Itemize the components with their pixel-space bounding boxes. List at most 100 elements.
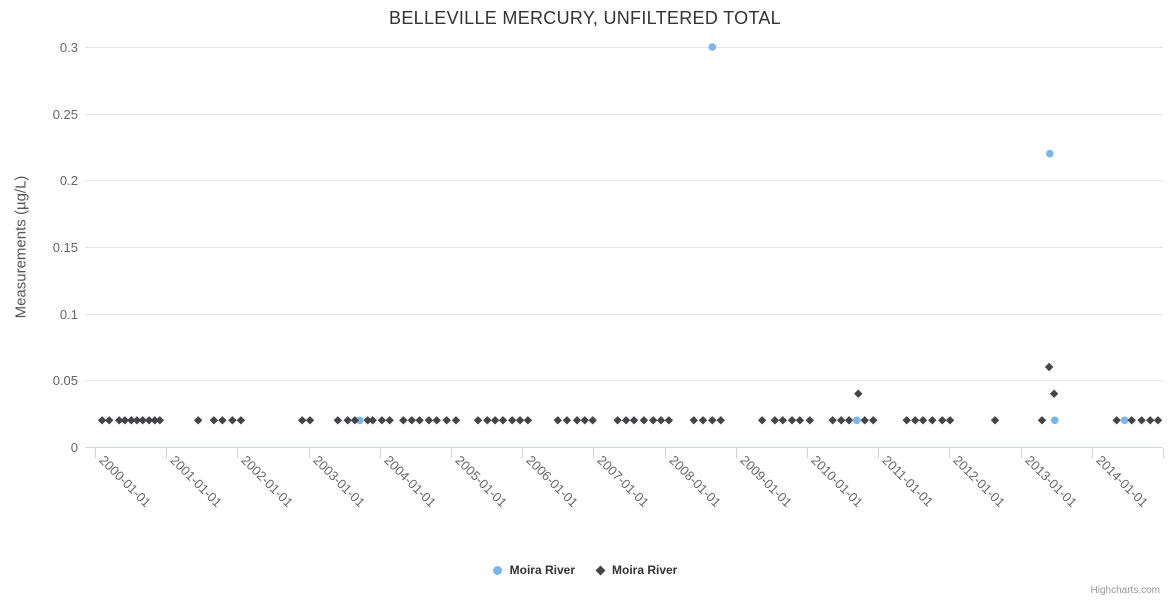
data-point[interactable] [689,416,698,425]
data-point[interactable] [105,416,114,425]
data-point[interactable] [442,416,451,425]
legend-item-moira-river-diamond[interactable]: Moira River [595,563,677,577]
data-point[interactable] [945,416,955,425]
data-point[interactable] [194,416,203,425]
legend-item-moira-river-circle[interactable]: Moira River [492,563,575,577]
data-point[interactable] [138,416,147,425]
data-point[interactable] [415,416,424,425]
data-point[interactable] [473,416,483,425]
data-point[interactable] [708,416,717,425]
data-point[interactable] [770,416,780,425]
data-point[interactable] [424,416,434,425]
y-axis-label: 0.15 [53,240,78,255]
data-point[interactable] [716,416,725,425]
data-point[interactable] [938,416,947,425]
data-point[interactable] [515,416,525,425]
chart-title: BELLEVILLE MERCURY, UNFILTERED TOTAL [389,8,781,28]
data-point[interactable] [629,416,639,425]
data-point[interactable] [1137,416,1146,425]
data-point[interactable] [1044,362,1054,372]
data-point[interactable] [854,389,863,398]
data-point[interactable] [656,416,666,425]
data-point[interactable] [407,416,416,425]
data-point[interactable] [572,416,582,425]
data-point[interactable] [127,416,136,425]
data-point[interactable] [639,416,649,425]
data-point[interactable] [333,416,342,425]
data-point[interactable] [805,416,814,425]
data-point[interactable] [377,416,387,425]
data-point[interactable] [451,416,461,425]
data-point[interactable] [523,416,533,425]
data-point[interactable] [363,416,372,425]
data-point[interactable] [1051,416,1059,425]
data-point[interactable] [298,416,307,425]
data-point[interactable] [356,416,364,425]
data-point[interactable] [150,416,159,425]
data-point[interactable] [490,416,500,425]
data-point[interactable] [588,416,597,425]
data-point[interactable] [343,416,352,425]
highcharts-credit-link[interactable]: Highcharts.com [1090,585,1160,596]
data-point[interactable] [621,416,631,425]
data-point[interactable] [902,416,911,425]
data-point[interactable] [368,416,377,425]
data-point[interactable] [990,416,1000,425]
data-point[interactable] [483,416,492,425]
data-point[interactable] [115,416,124,425]
data-point[interactable] [385,416,394,425]
data-point[interactable] [553,416,562,425]
data-point[interactable] [580,416,589,425]
data-point[interactable] [209,416,219,425]
data-point[interactable] [757,416,767,425]
data-point[interactable] [218,416,227,425]
legend-label: Moira River [509,563,575,577]
data-point[interactable] [828,416,837,425]
data-point[interactable] [1112,416,1121,425]
data-point[interactable] [664,416,674,425]
data-point[interactable] [853,416,861,425]
data-point[interactable] [498,416,508,425]
x-axis-label: 2008-01-01 [666,453,724,511]
data-point[interactable] [649,416,658,425]
data-point[interactable] [837,416,846,425]
data-point[interactable] [1046,149,1054,158]
data-point[interactable] [698,416,708,425]
data-point[interactable] [562,416,572,425]
legend: Moira River Moira River [0,563,1170,577]
data-point[interactable] [1049,389,1059,398]
data-point[interactable] [120,416,130,425]
data-point[interactable] [305,416,315,425]
data-point[interactable] [1127,416,1136,425]
data-point[interactable] [844,416,854,425]
data-point[interactable] [132,416,142,425]
data-point[interactable] [155,416,164,425]
data-point[interactable] [708,43,717,51]
x-axis-label: 2002-01-01 [238,453,296,511]
x-axis-label: 2014-01-01 [1093,453,1151,511]
data-point[interactable] [228,416,237,425]
data-point[interactable] [399,416,408,425]
data-point[interactable] [918,416,928,425]
data-point[interactable] [778,416,787,425]
data-point[interactable] [508,416,517,425]
y-axis-label: 0.3 [60,40,78,55]
data-point[interactable] [1146,416,1155,425]
data-point[interactable] [928,416,937,425]
x-axis-label: 2005-01-01 [452,453,510,511]
data-point[interactable] [1120,416,1129,425]
data-point[interactable] [787,416,797,425]
data-point[interactable] [1153,416,1163,425]
data-point[interactable] [97,416,107,425]
data-point[interactable] [1037,416,1047,425]
data-point[interactable] [350,416,360,425]
data-point[interactable] [613,416,622,425]
data-point[interactable] [144,416,154,425]
data-point[interactable] [432,416,441,425]
data-point[interactable] [860,416,869,425]
data-point[interactable] [795,416,805,425]
data-point[interactable] [869,416,878,425]
data-point[interactable] [911,416,920,425]
data-point[interactable] [236,416,246,425]
x-axis-label: 2013-01-01 [1022,453,1080,511]
